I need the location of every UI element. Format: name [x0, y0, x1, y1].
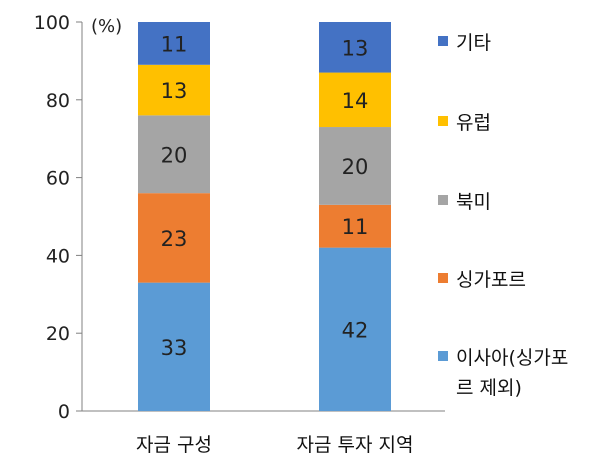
legend-label: 기타	[456, 32, 491, 54]
data-label: 11	[161, 32, 188, 56]
legend-label: 싱가포르	[456, 269, 526, 291]
bar-segment	[138, 22, 210, 65]
legend-item: 기타	[438, 28, 574, 58]
legend-swatch	[438, 351, 448, 361]
y-ticks: 0 20 40 60 80 100	[34, 12, 82, 423]
unit-label: (%)	[91, 16, 122, 37]
legend-label: 유럽	[456, 112, 491, 134]
data-label: 14	[342, 89, 369, 113]
x-labels: 자금 구성 자금 투자 지역	[136, 434, 413, 456]
data-label: 13	[161, 79, 188, 103]
legend-swatch	[438, 36, 448, 46]
legend-item: 북미	[438, 187, 574, 217]
y-tick-label: 20	[46, 323, 70, 345]
bar-segment	[138, 282, 210, 411]
bar-segment	[319, 22, 391, 73]
legend-swatch	[438, 116, 448, 126]
data-label: 20	[161, 143, 188, 167]
y-tick-label: 100	[34, 12, 70, 34]
legend-item: 싱가포르	[438, 265, 574, 295]
data-label: 42	[342, 318, 369, 342]
data-label: 11	[342, 215, 369, 239]
bar-segment	[138, 193, 210, 283]
legend-label: 북미	[456, 191, 491, 213]
bar-segment	[138, 64, 210, 116]
x-category-label: 자금 투자 지역	[297, 434, 414, 456]
legend-label: 이사아(싱가포르 제외)	[456, 347, 569, 399]
y-tick-label: 0	[58, 401, 70, 423]
bar-segment	[319, 72, 391, 128]
legend-item: 유럽	[438, 108, 574, 138]
y-tick-label: 80	[46, 90, 70, 112]
y-tick-label: 60	[46, 168, 70, 190]
legend-swatch	[438, 195, 448, 205]
legend-item: 이사아(싱가포르 제외)	[438, 343, 574, 403]
legend-swatch	[438, 273, 448, 283]
bar-segment	[319, 127, 391, 205]
bar-segment	[319, 204, 391, 248]
y-tick-label: 40	[46, 245, 70, 267]
x-category-label: 자금 구성	[136, 434, 212, 456]
bar-segment	[138, 115, 210, 194]
bars: 33 23 20 13 11 42 11 20 14 13	[138, 22, 391, 411]
data-label: 13	[342, 36, 369, 60]
data-label: 33	[161, 336, 188, 360]
data-label: 20	[342, 155, 369, 179]
data-label: 23	[161, 227, 188, 251]
bar-segment	[319, 247, 391, 411]
